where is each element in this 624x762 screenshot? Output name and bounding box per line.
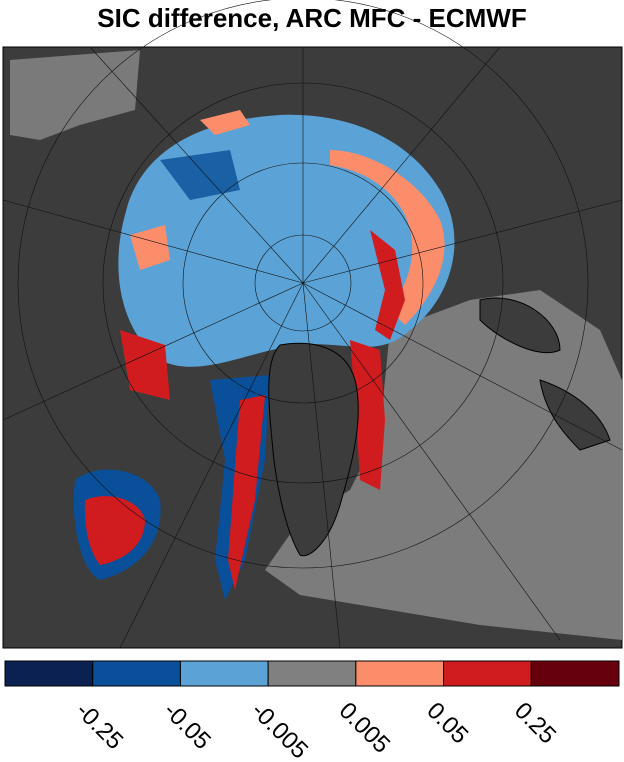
- colorbar-segment: [530, 660, 620, 687]
- colorbar-segment: [179, 660, 269, 687]
- sea-ice: [118, 114, 455, 367]
- graticule: [2, 0, 623, 649]
- ice-edge: [130, 225, 170, 270]
- map: [2, 0, 623, 649]
- ice-edge: [330, 150, 445, 325]
- colorbar-tick-label: -0.25: [70, 697, 128, 755]
- land: [539, 379, 611, 451]
- colorbar-segment: [443, 660, 532, 687]
- bay: [84, 496, 145, 565]
- sea: [265, 290, 622, 640]
- sea: [10, 50, 140, 140]
- title: SIC difference, ARC MFC - ECMWF: [97, 3, 526, 33]
- colorbar-tick-label: -0.05: [158, 697, 216, 755]
- colorbar-segment: [355, 660, 445, 687]
- colorbar-tick-label: 0.25: [509, 697, 561, 749]
- colorbar-segment: [92, 660, 181, 687]
- colorbar: -0.25 -0.05 -0.005 0.005 0.05 0.25: [4, 660, 620, 762]
- colorbar-segment: [4, 660, 94, 687]
- ice-edge: [200, 110, 250, 135]
- ice-edge: [350, 340, 385, 490]
- colorbar-tick-label: 0.005: [334, 697, 396, 759]
- land: [268, 342, 359, 557]
- colorbar-tick-label: -0.005: [246, 697, 313, 762]
- ice-patch: [160, 150, 240, 200]
- land: [479, 297, 561, 354]
- ice-edge: [370, 230, 405, 340]
- colorbar-tick-label: 0.05: [421, 697, 473, 749]
- ice-edge: [120, 330, 170, 400]
- colorbar-segment: [267, 660, 357, 687]
- ice-edge: [228, 395, 265, 590]
